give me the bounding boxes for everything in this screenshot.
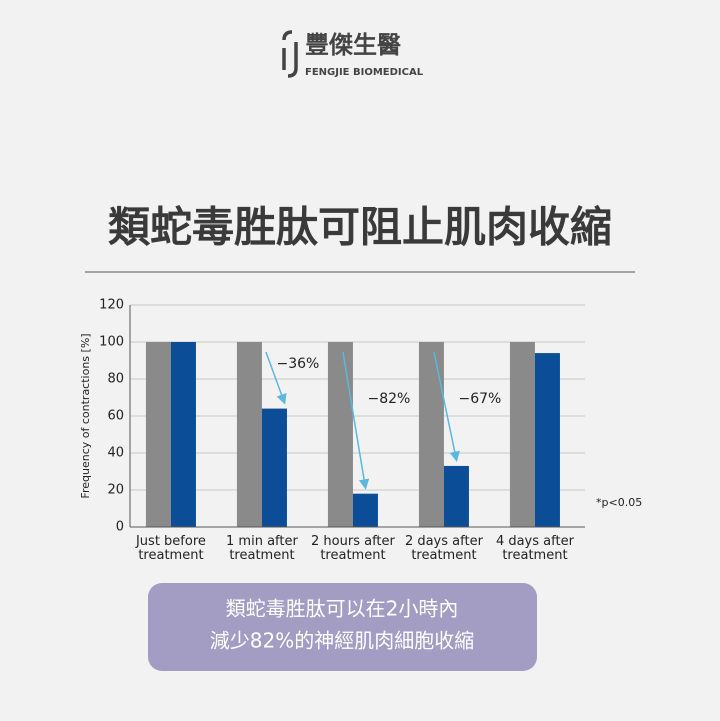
x-tick-label: 2 hours after treatment [311, 534, 395, 563]
y-tick-label: 40 [107, 446, 124, 461]
note: *p<0.05 [596, 496, 642, 509]
bar [443, 465, 469, 527]
x-tick-label: 4 days after treatment [495, 534, 574, 563]
x-tick-label: 1 min after treatment [226, 534, 298, 563]
bar [418, 342, 444, 527]
brand: 豐傑生醫 [305, 31, 401, 59]
x-tick-label: 2 days after treatment [404, 534, 483, 563]
annotation-arrow [433, 351, 460, 463]
annotation: −82% [368, 391, 411, 407]
bar [509, 342, 535, 527]
logo-icon [282, 30, 298, 78]
annotation: −36% [277, 356, 320, 372]
bar [534, 353, 560, 527]
brand-en: FENGJIE BIOMEDICAL [305, 67, 424, 78]
bar [261, 408, 287, 527]
y-tick-label: 60 [107, 409, 124, 424]
y-tick-label: 100 [99, 335, 124, 350]
annotation-arrow [342, 351, 370, 490]
y-tick-label: 120 [99, 298, 124, 313]
bar [352, 493, 378, 527]
bar [145, 342, 171, 527]
annotation: −67% [459, 391, 502, 407]
caption-line: 減少82%的神經肌肉細胞收縮 [210, 629, 474, 653]
bar [236, 342, 262, 527]
headline: 類蛇毒胜肽可阻止肌肉收縮 [108, 203, 612, 252]
bar [170, 342, 196, 527]
annotation-arrow [265, 351, 287, 405]
y-tick-label: 20 [107, 483, 124, 498]
y-tick-label: 0 [116, 520, 124, 535]
caption-box [148, 583, 537, 671]
y-tick-label: 80 [107, 372, 124, 387]
y-axis-label: Frequency of contractions [%] [79, 333, 92, 498]
caption-line: 類蛇毒胜肽可以在2小時內 [226, 597, 459, 621]
bar [327, 342, 353, 527]
x-tick-label: Just before treatment [135, 534, 206, 563]
